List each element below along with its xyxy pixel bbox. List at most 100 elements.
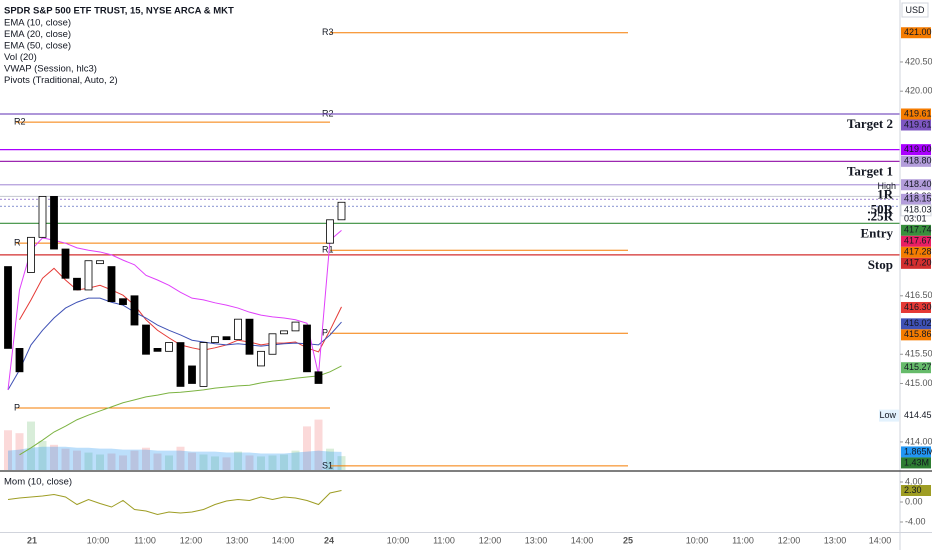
indicator-line	[7, 297, 342, 391]
price-badge	[901, 119, 931, 131]
chart-title: SPDR S&P 500 ETF TRUST, 15, NYSE ARCA & …	[4, 6, 234, 17]
legend-item[interactable]: EMA (20, close)	[4, 29, 71, 40]
volume-bar	[27, 421, 35, 470]
volume-bar	[130, 450, 139, 470]
candle-body	[222, 336, 231, 341]
candle-body	[326, 219, 334, 244]
under-layer: R2 R P R3 R2 R1 P S1	[0, 27, 900, 470]
momentum-line	[7, 490, 342, 516]
price-badge	[901, 235, 931, 247]
candle-body	[176, 342, 185, 387]
price-badge	[901, 485, 931, 496]
volume-bar	[176, 446, 185, 470]
currency-box[interactable]	[901, 2, 929, 18]
candle-body	[130, 295, 139, 326]
x-tick-label: 13:00	[226, 535, 249, 545]
price-badge	[901, 257, 931, 269]
candle-body	[165, 342, 173, 352]
candle-body	[280, 330, 288, 335]
volume-bar	[153, 453, 162, 470]
price-badge	[901, 362, 931, 374]
candle-body	[234, 318, 242, 341]
volume-bar	[314, 419, 323, 470]
price-badge	[901, 155, 931, 167]
low-label: Low	[879, 410, 896, 420]
candle-body	[73, 277, 81, 291]
price-badge	[901, 329, 931, 341]
level-label: .50R	[867, 201, 893, 216]
high-label: High	[877, 181, 896, 191]
volume-bar	[50, 444, 58, 470]
pivot-label: R2	[14, 117, 26, 127]
volume-bar	[245, 455, 254, 470]
candle-body	[337, 201, 346, 221]
y-tick-label: 0.00	[905, 496, 923, 506]
candle-body	[199, 342, 208, 387]
x-tick-label: 10:00	[87, 535, 110, 545]
x-tick-label: 13:00	[525, 535, 548, 545]
price-badge-label: 417.74	[904, 225, 932, 235]
x-tick-label: 24	[324, 535, 334, 545]
candle-body	[142, 324, 150, 355]
pivot-label: P	[14, 402, 20, 412]
legend-item[interactable]: EMA (50, close)	[4, 41, 71, 52]
volume-bar	[337, 456, 346, 470]
legend-item[interactable]: Pivots (Traditional, Auto, 2)	[4, 75, 118, 86]
volume-bar	[257, 456, 265, 470]
price-badge-label: 416.02	[904, 318, 932, 328]
level-label: Target 2	[847, 116, 893, 131]
x-tick-label: 14:00	[272, 535, 295, 545]
y-tick-label: 414.00	[905, 436, 932, 446]
volume-bar	[199, 454, 208, 470]
volume-bar	[188, 452, 196, 470]
candle-body	[314, 371, 323, 384]
legend-item[interactable]: Vol (20)	[4, 52, 37, 63]
price-badge-label: 1.43M	[904, 457, 929, 467]
volume-ma	[8, 446, 342, 470]
legend-item[interactable]: Mom (10, close)	[4, 477, 72, 488]
indicator-line	[19, 365, 342, 456]
level-label: Entry	[861, 225, 894, 240]
volume-bar	[142, 447, 150, 470]
volume-bar	[38, 440, 47, 470]
pivot-label: R1	[322, 245, 334, 255]
level-label: 1R	[877, 187, 894, 202]
volume-bar	[107, 453, 116, 470]
volume-bar	[73, 450, 81, 470]
candle-body	[61, 248, 70, 279]
volume-bar	[280, 454, 288, 470]
price-badge-label: 415.27	[904, 362, 932, 372]
volume-bar	[326, 448, 334, 470]
legend-item[interactable]: EMA (10, close)	[4, 18, 71, 29]
volume-bar	[211, 456, 219, 470]
price-badge	[901, 446, 931, 458]
candle-body	[84, 260, 93, 291]
y-tick-label: 415.00	[905, 378, 932, 388]
price-badge-label: 417.20	[904, 258, 932, 268]
pivot-label: R2	[322, 108, 334, 118]
price-badge-label: 421.00	[904, 27, 932, 37]
candle-body	[15, 348, 24, 373]
currency: USD	[905, 5, 925, 15]
volume-bar	[96, 454, 104, 470]
pivot-label: R	[14, 238, 21, 248]
candle-body	[50, 196, 58, 250]
candle-body	[245, 318, 254, 355]
x-tick-label: 25	[623, 535, 633, 545]
price-badge-label: 419.61	[904, 119, 932, 129]
pivot-label: S1	[322, 460, 333, 470]
price-badge	[900, 204, 932, 217]
x-tick-label: 13:00	[824, 535, 847, 545]
legend-item[interactable]: VWAP (Session, hlc3)	[4, 64, 97, 75]
candle-body	[303, 324, 311, 373]
price-badge	[901, 144, 931, 156]
price-badge	[901, 108, 931, 120]
x-tick-label: 14:00	[571, 535, 594, 545]
volume-bar	[222, 457, 231, 470]
y-tick-label: 4.00	[905, 476, 923, 486]
volume-bar	[165, 455, 173, 470]
y-tick-label: -4.00	[905, 516, 926, 526]
price-badge	[901, 27, 931, 39]
price-badge-label: 1.865M	[904, 446, 932, 456]
